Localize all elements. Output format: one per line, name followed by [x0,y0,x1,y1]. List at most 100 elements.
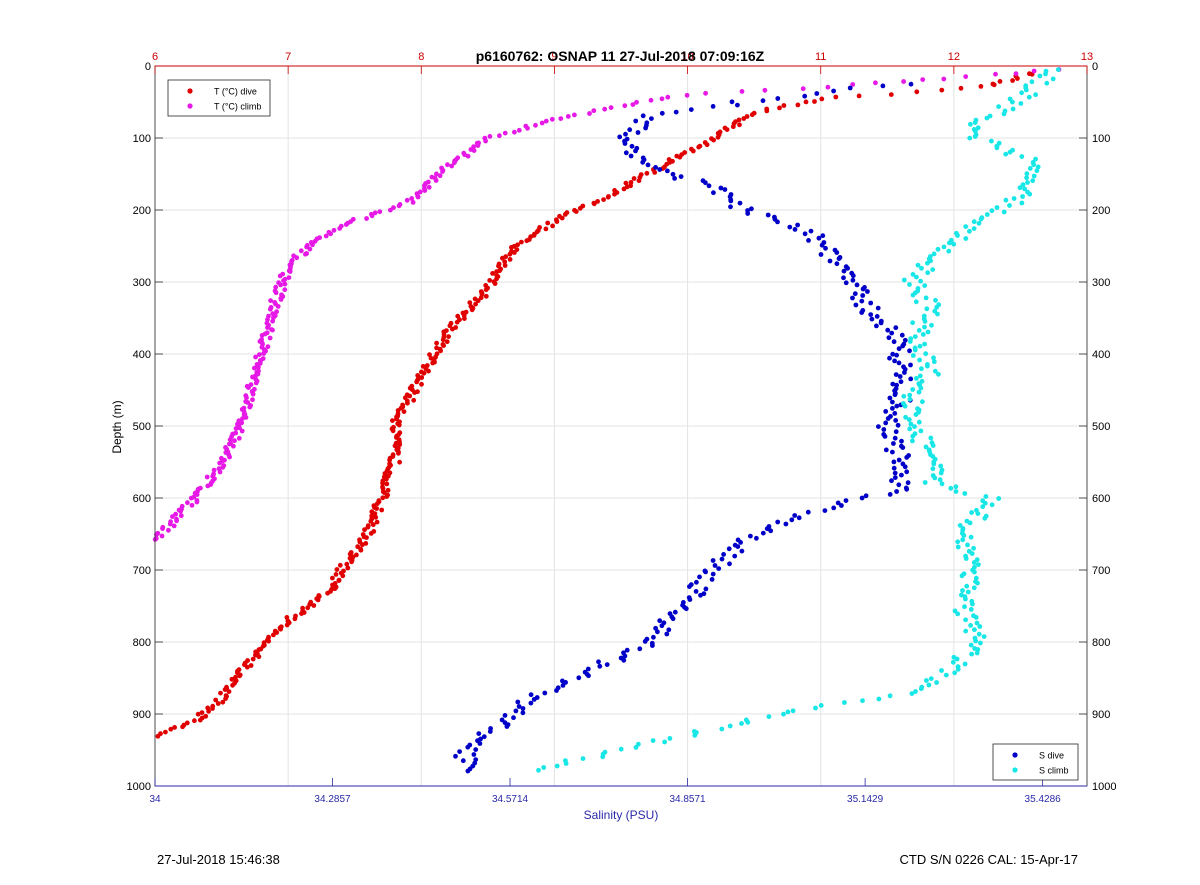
data-point [760,98,766,104]
data-point [218,690,223,696]
y-tick-label-right: 600 [1092,493,1110,505]
data-point [653,165,658,170]
data-point [703,569,708,575]
data-point [1019,200,1025,206]
data-point [814,91,820,96]
data-point [563,761,569,766]
data-point [928,676,934,681]
data-point [882,434,888,439]
data-point [1007,149,1013,155]
data-point [507,251,513,257]
data-point [1027,166,1033,171]
chart-title: p6160762: OSNAP 11 27-Jul-2018 07:09:16Z [476,48,765,64]
data-point [908,81,914,87]
data-point [900,343,906,349]
data-point [915,262,921,268]
data-point [926,682,932,688]
data-point [473,747,479,752]
data-point [781,711,786,717]
data-point [947,240,952,246]
y-tick-label-left: 500 [133,421,151,433]
data-point [893,325,899,331]
data-point [711,137,716,143]
y-tick-label-right: 1000 [1092,781,1116,793]
data-point [775,96,781,101]
data-point [637,646,643,652]
data-point [1024,171,1030,177]
data-point [513,708,519,714]
data-point [971,219,977,225]
data-point [920,332,926,337]
data-point [728,204,733,210]
data-point [572,112,577,118]
data-point [229,676,235,682]
data-point [665,168,670,174]
data-point [896,346,902,352]
data-point [543,118,549,124]
data-point [1001,209,1007,215]
data-point [396,422,402,428]
data-point [388,207,393,213]
y-tick-label-right: 700 [1092,565,1110,577]
data-point [842,700,847,705]
top-tick-label: 7 [285,51,291,63]
data-point [775,219,780,225]
data-point [843,498,849,503]
data-point [962,604,967,610]
data-point [813,705,818,711]
data-point [683,606,689,612]
data-point [471,148,477,154]
data-point [886,335,892,341]
data-point [502,130,508,136]
data-point [703,586,709,592]
data-point [677,154,683,160]
data-point [549,116,555,122]
data-point [215,701,221,706]
data-point [673,109,679,115]
data-point [850,277,856,283]
data-point [968,623,973,628]
data-point [712,563,718,568]
data-point [159,533,165,539]
data-point [1030,178,1036,184]
data-point [913,412,919,417]
data-point [969,551,975,556]
data-point [516,704,522,709]
data-point [343,222,349,227]
data-point [910,438,915,444]
data-point [903,414,908,420]
data-point [368,531,374,536]
data-point [863,493,869,499]
data-point [860,698,865,704]
data-point [825,84,831,90]
data-point [934,680,939,685]
data-point [907,339,913,344]
data-point [931,251,937,257]
data-point [591,108,597,114]
data-point [483,293,489,299]
data-point [1031,68,1037,74]
data-point [541,765,547,770]
data-point [657,618,663,624]
data-point [381,490,387,495]
data-point [953,484,959,490]
data-point [957,523,963,528]
data-point [244,395,249,401]
data-point [635,130,641,135]
data-point [766,714,772,719]
data-point [197,717,203,723]
data-point [983,494,989,499]
data-point [373,514,379,520]
bottom-tick-label: 34.5714 [492,794,529,805]
data-point [931,461,937,467]
data-point [730,124,736,130]
data-point [336,578,342,583]
data-point [454,319,460,325]
data-point [412,390,417,395]
data-point [307,246,313,252]
data-point [997,79,1003,84]
data-point [724,127,730,132]
data-point [330,582,335,588]
data-point [939,87,945,93]
data-point [892,392,898,398]
